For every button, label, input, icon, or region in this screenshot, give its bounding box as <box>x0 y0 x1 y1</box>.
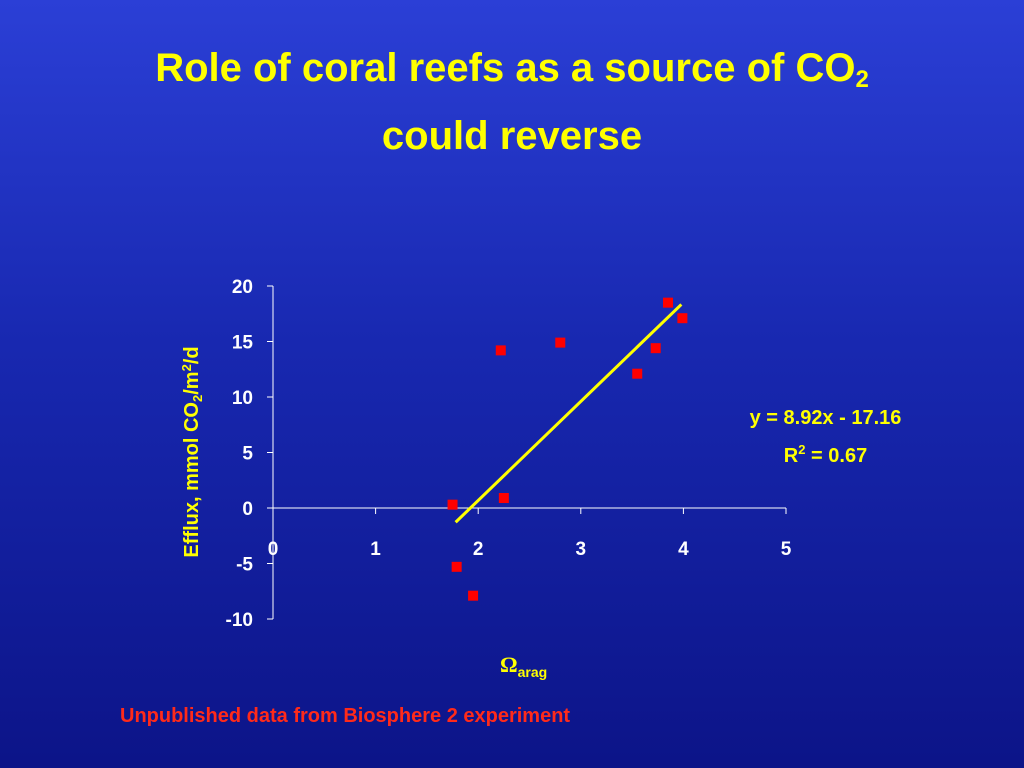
equation-label: y = 8.92x - 17.16 <box>749 407 902 429</box>
regression-equation: y = 8.92x - 17.16 R2 = 0.67 <box>728 402 923 472</box>
slide-title: Role of coral reefs as a source of CO2 c… <box>0 40 1024 164</box>
data-point <box>447 499 458 510</box>
data-point <box>451 561 462 572</box>
x-tick-label: 0 <box>268 539 279 560</box>
x-tick-label: 5 <box>781 539 792 560</box>
trendline <box>454 303 683 524</box>
x-tick-label: 2 <box>473 539 484 560</box>
x-tick-label: 3 <box>576 539 587 560</box>
data-point <box>663 297 674 308</box>
x-tick-label: 1 <box>370 539 381 560</box>
y-tick-label: 0 <box>242 499 253 520</box>
title-line-2: could reverse <box>381 114 643 158</box>
data-point <box>650 343 661 354</box>
y-tick-label: 20 <box>232 277 253 298</box>
data-point <box>468 590 479 601</box>
y-tick-label: 10 <box>232 388 253 409</box>
data-point <box>498 493 509 504</box>
title-line-1: Role of coral reefs as a source of CO2 <box>155 46 869 93</box>
r-squared-label: R2 = 0.67 <box>783 442 868 467</box>
data-point <box>555 337 566 348</box>
y-axis-label: Efflux, mmol CO2/m2/d <box>179 346 205 558</box>
y-tick-label: -5 <box>236 555 253 576</box>
footnote: Unpublished data from Biosphere 2 experi… <box>120 705 571 727</box>
data-point <box>677 313 688 324</box>
data-point <box>632 368 643 379</box>
y-tick-label: 15 <box>232 333 254 354</box>
x-axis-label: Ωarag <box>500 652 548 680</box>
y-tick-label: 5 <box>242 444 253 465</box>
x-tick-label: 4 <box>678 539 689 560</box>
data-point <box>495 345 506 356</box>
y-tick-label: -10 <box>226 610 253 631</box>
